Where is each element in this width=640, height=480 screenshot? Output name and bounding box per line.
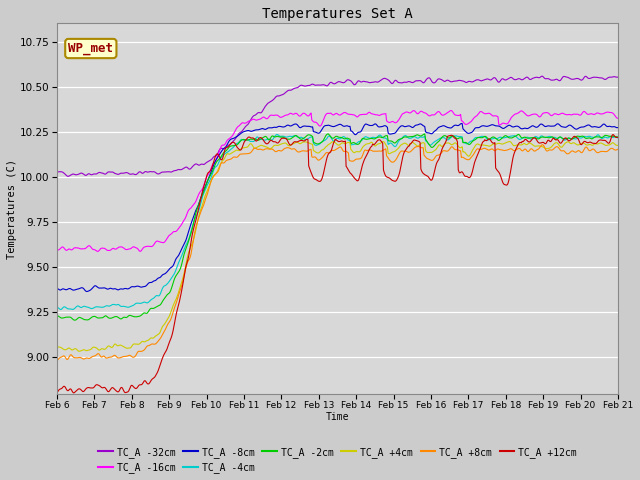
Text: WP_met: WP_met	[68, 42, 113, 55]
TC_A -4cm	[385, 141, 393, 147]
TC_A -2cm	[614, 134, 622, 140]
TC_A -8cm	[458, 120, 466, 126]
TC_A -2cm	[385, 138, 393, 144]
TC_A +8cm	[53, 358, 61, 363]
X-axis label: Time: Time	[326, 412, 349, 421]
TC_A -2cm	[177, 264, 185, 270]
TC_A -4cm	[273, 132, 280, 137]
Line: TC_A +12cm: TC_A +12cm	[57, 134, 618, 393]
Line: TC_A +4cm: TC_A +4cm	[57, 142, 618, 351]
TC_A -4cm	[201, 187, 209, 193]
TC_A -8cm	[564, 123, 572, 129]
TC_A +8cm	[177, 288, 184, 293]
TC_A -8cm	[177, 248, 185, 253]
TC_A +4cm	[53, 345, 61, 350]
TC_A +4cm	[75, 348, 83, 354]
TC_A -8cm	[384, 130, 392, 136]
TC_A -16cm	[564, 112, 572, 118]
TC_A -16cm	[384, 119, 392, 125]
TC_A +12cm	[70, 390, 77, 396]
TC_A -2cm	[53, 312, 61, 318]
TC_A +8cm	[200, 200, 208, 206]
TC_A +8cm	[329, 147, 337, 153]
TC_A -2cm	[440, 133, 448, 139]
TC_A +12cm	[609, 132, 617, 137]
Y-axis label: Temperatures (C): Temperatures (C)	[7, 158, 17, 259]
TC_A -32cm	[440, 78, 447, 84]
TC_A +12cm	[384, 175, 392, 180]
Line: TC_A -2cm: TC_A -2cm	[57, 134, 618, 320]
Title: Temperatures Set A: Temperatures Set A	[262, 7, 413, 21]
TC_A -16cm	[440, 112, 447, 118]
TC_A -8cm	[201, 184, 209, 190]
TC_A -16cm	[330, 112, 337, 118]
TC_A -2cm	[331, 135, 339, 141]
TC_A -16cm	[94, 249, 102, 254]
TC_A -16cm	[53, 247, 61, 253]
TC_A +4cm	[384, 150, 392, 156]
TC_A +4cm	[330, 139, 337, 144]
TC_A +12cm	[440, 143, 447, 149]
TC_A -32cm	[64, 173, 72, 179]
TC_A -32cm	[384, 77, 392, 83]
TC_A -32cm	[614, 74, 622, 80]
TC_A -2cm	[71, 317, 79, 323]
TC_A +8cm	[439, 148, 447, 154]
TC_A -8cm	[53, 286, 61, 291]
TC_A -4cm	[614, 135, 622, 141]
TC_A +8cm	[383, 154, 391, 160]
TC_A +12cm	[614, 134, 622, 140]
TC_A +4cm	[614, 143, 622, 148]
TC_A +8cm	[563, 151, 571, 156]
TC_A -2cm	[564, 135, 572, 141]
Line: TC_A -16cm: TC_A -16cm	[57, 110, 618, 252]
TC_A +4cm	[177, 282, 185, 288]
TC_A +4cm	[440, 143, 447, 148]
TC_A -32cm	[201, 161, 209, 167]
TC_A +8cm	[538, 142, 546, 147]
Line: TC_A -32cm: TC_A -32cm	[57, 76, 618, 176]
TC_A -32cm	[330, 81, 337, 86]
TC_A -32cm	[538, 73, 546, 79]
TC_A +12cm	[563, 136, 571, 142]
Line: TC_A -8cm: TC_A -8cm	[57, 123, 618, 291]
TC_A -16cm	[447, 108, 455, 113]
Legend: TC_A -32cm, TC_A -16cm, TC_A -8cm, TC_A -4cm, TC_A -2cm, TC_A +4cm, TC_A +8cm, T: TC_A -32cm, TC_A -16cm, TC_A -8cm, TC_A …	[94, 443, 580, 477]
TC_A -8cm	[83, 288, 90, 294]
TC_A -8cm	[330, 124, 337, 130]
TC_A -8cm	[614, 125, 622, 131]
TC_A -4cm	[564, 135, 572, 141]
TC_A +12cm	[201, 180, 209, 185]
TC_A -16cm	[177, 223, 185, 228]
TC_A -16cm	[201, 178, 209, 184]
TC_A -8cm	[440, 123, 447, 129]
TC_A -4cm	[57, 307, 65, 312]
TC_A +4cm	[564, 139, 572, 144]
TC_A -4cm	[331, 138, 339, 144]
TC_A -4cm	[53, 304, 61, 310]
TC_A +12cm	[177, 291, 185, 297]
TC_A -2cm	[324, 131, 332, 137]
TC_A +12cm	[330, 140, 337, 145]
TC_A +8cm	[614, 146, 622, 152]
Line: TC_A +8cm: TC_A +8cm	[57, 144, 618, 360]
TC_A -32cm	[53, 169, 61, 175]
TC_A -32cm	[564, 74, 572, 80]
TC_A -2cm	[201, 184, 209, 190]
TC_A +12cm	[53, 390, 61, 396]
TC_A -4cm	[440, 135, 448, 141]
TC_A +4cm	[506, 139, 513, 144]
TC_A -32cm	[177, 167, 185, 173]
TC_A -4cm	[177, 254, 185, 260]
Line: TC_A -4cm: TC_A -4cm	[57, 134, 618, 310]
TC_A -16cm	[614, 116, 622, 121]
TC_A +4cm	[201, 193, 209, 199]
